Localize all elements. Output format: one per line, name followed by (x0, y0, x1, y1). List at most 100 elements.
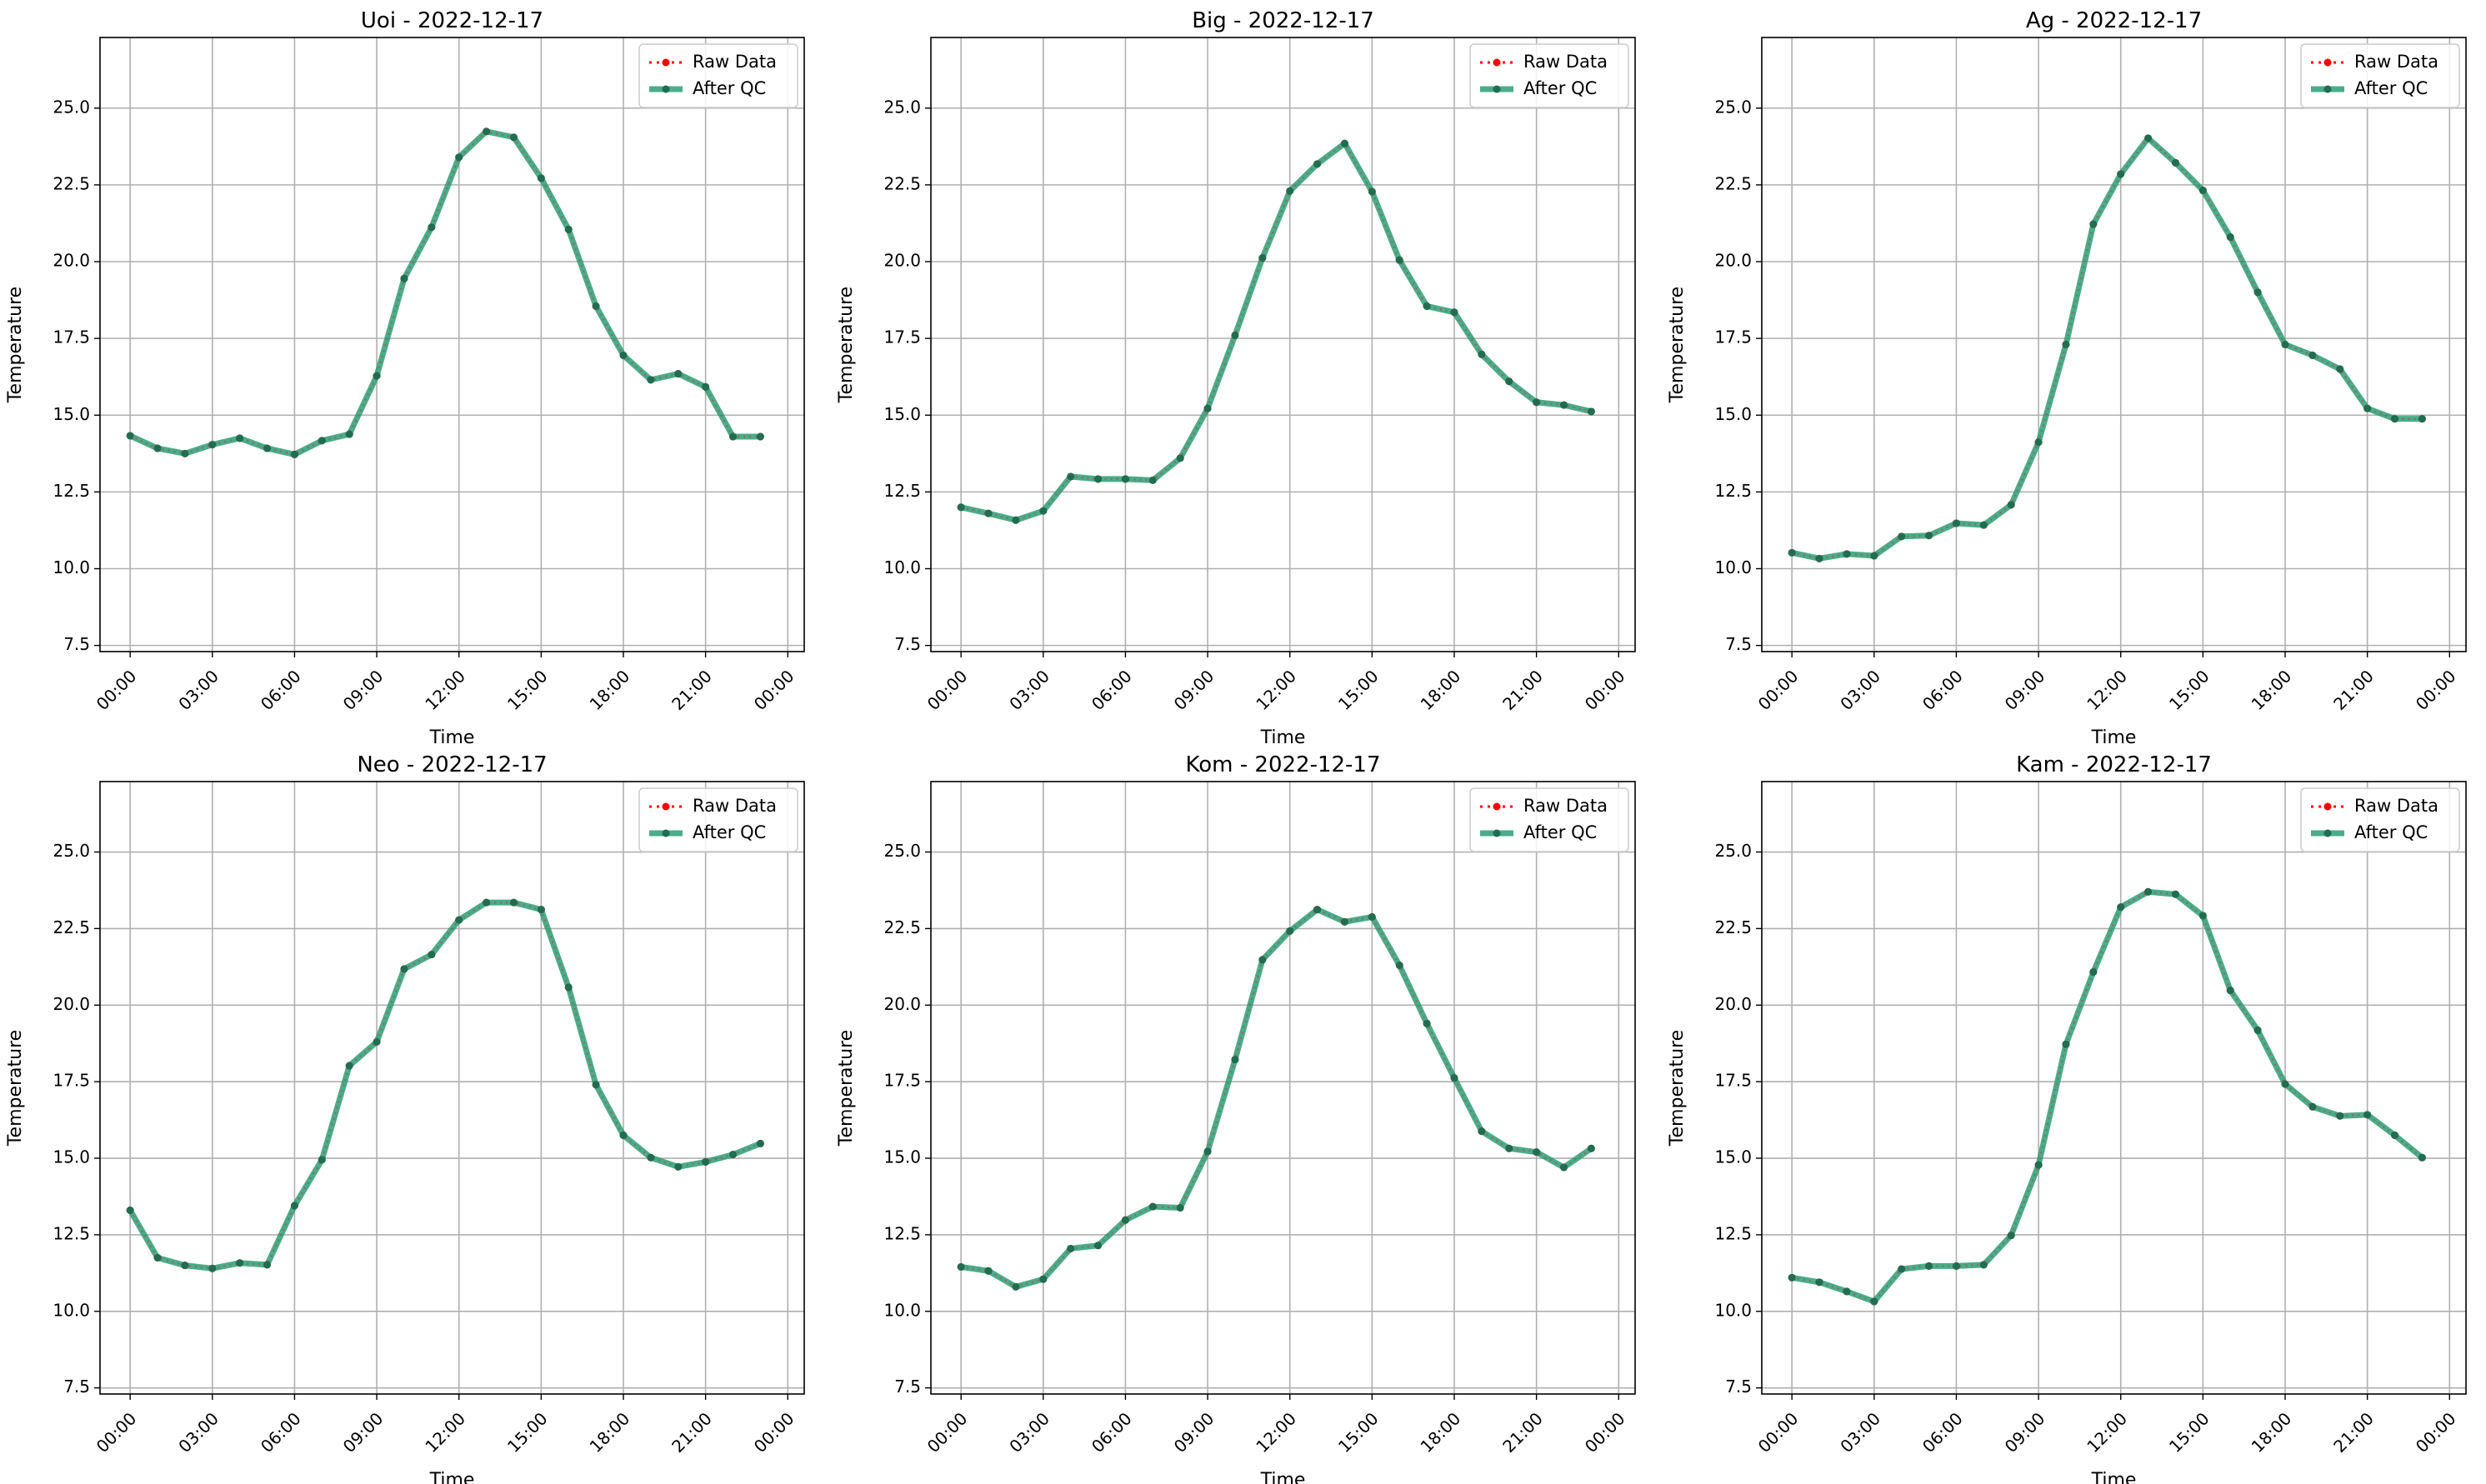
legend: Raw Data After QC (638, 787, 798, 852)
after-qc-point (2034, 438, 2043, 447)
x-tick-label: 09:00 (1170, 1408, 1218, 1457)
after-qc-point (1176, 1204, 1184, 1212)
after-qc-point (1952, 1262, 1960, 1270)
after-qc-point (1815, 1278, 1823, 1287)
after-qc-point (2391, 1131, 2399, 1139)
after-qc-point (483, 898, 491, 907)
after-qc-point (2281, 1080, 2289, 1088)
x-tick-label: 15:00 (503, 1408, 552, 1457)
axes-frame (1761, 37, 2467, 652)
x-tick-label: 12:00 (421, 666, 469, 714)
y-tick-label: 7.5 (1725, 634, 1752, 654)
after-qc-line (127, 128, 763, 457)
after-qc-point (1340, 139, 1348, 147)
after-qc-point (1286, 187, 1294, 195)
after-qc-point (1587, 1144, 1595, 1152)
chart-panel: 00:00 03:00 06:00 09:00 12:00 15:00 18:00 21:00… (1667, 8, 2467, 748)
after-qc-point (1368, 187, 1376, 196)
after-qc-point (2308, 351, 2317, 359)
after-qc-point (957, 1262, 965, 1271)
after-qc-line (1788, 888, 2425, 1305)
legend-qc-marker (662, 85, 670, 93)
y-tick-label: 22.5 (53, 173, 90, 193)
legend-raw-marker (2323, 802, 2332, 811)
x-tick-label: 18:00 (2248, 1408, 2296, 1457)
y-tick-label: 17.5 (53, 1071, 90, 1091)
y-tick-label: 20.0 (53, 251, 90, 271)
after-qc-point (1121, 1216, 1129, 1224)
y-tick-label: 12.5 (883, 481, 921, 501)
y-tick-label: 20.0 (883, 251, 921, 271)
x-tick-label: 00:00 (750, 1408, 798, 1457)
after-qc-point (1423, 302, 1431, 310)
after-qc-point (1898, 532, 1906, 541)
after-qc-point (2089, 220, 2098, 228)
y-axis-label: Temperature (1667, 1030, 1688, 1147)
after-qc-point (537, 174, 545, 182)
legend-raw-label: Raw Data (1523, 796, 1608, 816)
after-qc-point (756, 1139, 764, 1147)
legend-raw-marker (662, 802, 670, 811)
legend-qc-label: After QC (2354, 822, 2428, 842)
after-qc-point (1979, 521, 1988, 529)
after-qc-point (2308, 1102, 2317, 1111)
after-qc-line (1788, 135, 2425, 562)
legend-raw-label: Raw Data (693, 796, 777, 816)
after-qc-point (1203, 1147, 1212, 1156)
legend-qc-label: After QC (2354, 78, 2428, 98)
legend-qc-marker (662, 829, 670, 837)
after-qc-point (373, 372, 381, 380)
after-qc-point (126, 432, 134, 440)
after-qc-point (181, 1262, 189, 1270)
after-qc-point (592, 302, 600, 310)
x-tick-label: 06:00 (1918, 666, 1967, 714)
after-qc-point (1450, 1074, 1458, 1082)
after-qc-point (126, 1207, 134, 1214)
after-qc-point (1925, 532, 1933, 540)
y-tick-label: 10.0 (883, 1300, 921, 1320)
after-qc-point (2336, 365, 2344, 373)
after-qc-point (1313, 906, 1322, 914)
x-tick-label: 15:00 (503, 666, 552, 714)
chart-panel: 00:00 03:00 06:00 09:00 12:00 15:00 18:00 21:00… (836, 8, 1636, 748)
after-qc-point (1533, 1148, 1541, 1157)
legend-raw-marker (2323, 58, 2332, 67)
after-qc-point (1258, 956, 1267, 964)
legend-raw-marker (662, 58, 670, 67)
x-tick-label: 15:00 (2165, 1408, 2213, 1457)
x-tick-label: 03:00 (1836, 1408, 1884, 1457)
y-tick-label: 10.0 (1714, 1300, 1752, 1320)
after-qc-point (1788, 548, 1796, 557)
after-qc-point (2363, 1111, 2372, 1119)
legend-qc-label: After QC (1523, 822, 1597, 842)
y-tick-label: 25.0 (1714, 841, 1752, 861)
chart-title: Kom - 2022-12-17 (1186, 752, 1381, 777)
x-tick-label: 21:00 (1498, 666, 1547, 714)
after-qc-point (2391, 415, 2399, 423)
x-tick-label: 06:00 (1088, 666, 1136, 714)
after-qc-point (592, 1081, 600, 1089)
x-axis-label: Time (429, 1470, 475, 1484)
after-qc-point (957, 503, 965, 512)
after-qc-point (1815, 554, 1823, 562)
after-qc-point (2034, 1161, 2043, 1169)
x-tick-label: 15:00 (1334, 666, 1383, 714)
x-tick-label: 00:00 (1581, 1408, 1629, 1457)
plot-area (100, 782, 804, 1394)
y-tick-label: 20.0 (53, 994, 90, 1014)
x-tick-label: 00:00 (1581, 666, 1629, 714)
y-tick-label: 7.5 (63, 634, 90, 654)
x-tick-label: 09:00 (2001, 666, 2049, 714)
x-tick-label: 03:00 (1005, 666, 1053, 714)
x-tick-label: 00:00 (923, 1408, 972, 1457)
x-tick-label: 15:00 (2165, 666, 2213, 714)
after-qc-point (1478, 350, 1486, 358)
after-qc-point (1039, 507, 1048, 515)
legend-qc-marker (2323, 829, 2332, 837)
x-tick-label: 00:00 (923, 666, 972, 714)
after-qc-point (318, 1156, 326, 1164)
y-tick-label: 15.0 (1714, 1147, 1752, 1167)
after-qc-point (2007, 501, 2015, 509)
after-qc-point (1395, 256, 1403, 264)
x-tick-label: 00:00 (1754, 666, 1803, 714)
